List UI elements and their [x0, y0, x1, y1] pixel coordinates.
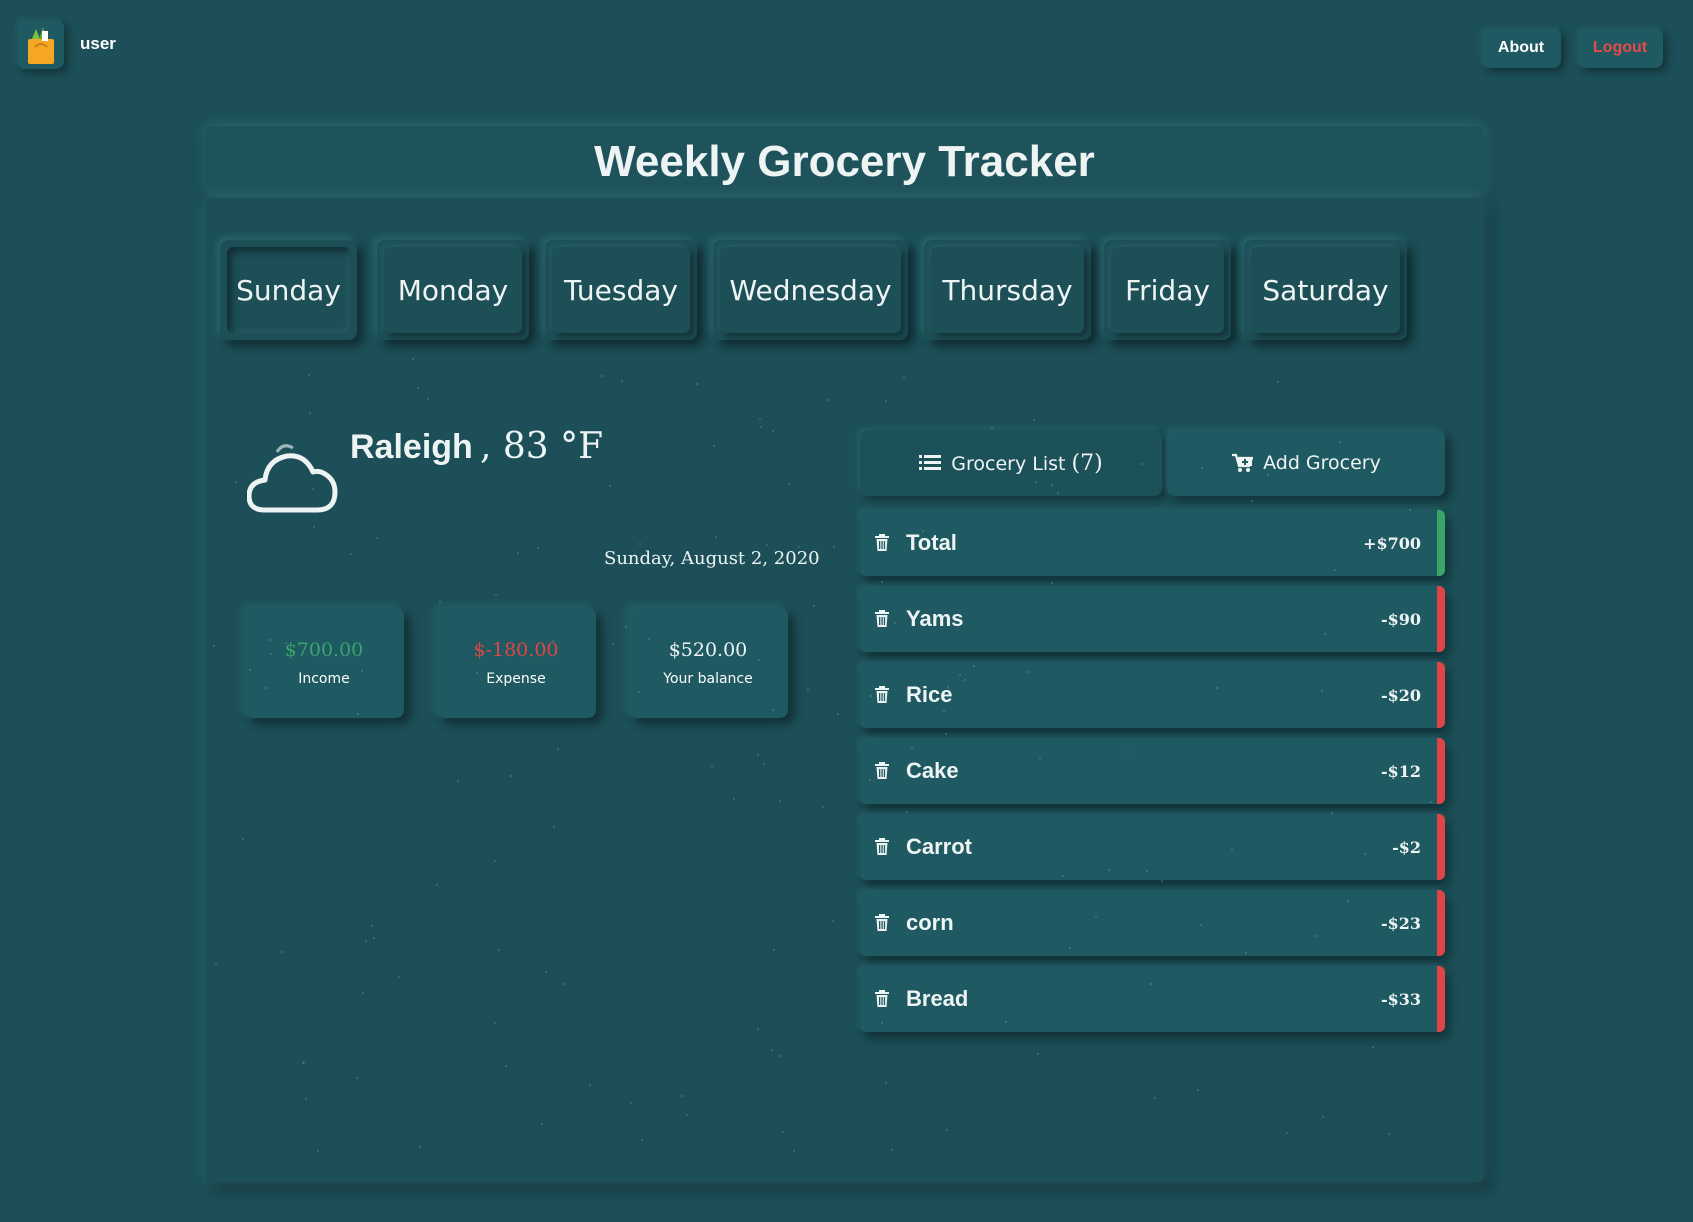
expense-card: $-180.00 Expense — [436, 608, 596, 718]
grocery-row: Bread -$33 — [860, 966, 1445, 1032]
status-accent — [1437, 814, 1445, 880]
grocery-count: (7) — [1071, 450, 1103, 476]
tab-label: Sunday — [227, 247, 350, 333]
grocery-item-amount: -$90 — [1380, 609, 1421, 629]
trash-icon[interactable] — [875, 610, 889, 627]
top-bar: user About Logout — [0, 0, 1693, 92]
trash-icon[interactable] — [875, 762, 889, 779]
page-title: Weekly Grocery Tracker — [594, 136, 1095, 186]
tab-monday[interactable]: Monday — [377, 240, 529, 340]
grocery-item-name: Total — [906, 530, 957, 555]
balance-card: $520.00 Your balance — [628, 608, 788, 718]
grocery-item-amount: -$2 — [1392, 837, 1421, 857]
grocery-row: Total +$700 — [860, 510, 1445, 576]
tab-wednesday[interactable]: Wednesday — [713, 240, 908, 340]
trash-icon[interactable] — [875, 534, 889, 551]
status-accent — [1437, 738, 1445, 804]
grocery-list-label: Grocery List (7) — [951, 451, 1102, 476]
grocery-item-name: corn — [906, 910, 954, 935]
add-grocery-label: Add Grocery — [1263, 452, 1381, 474]
grocery-item-amount: -$33 — [1380, 989, 1421, 1009]
about-button[interactable]: About — [1481, 28, 1561, 68]
tab-label: Monday — [384, 247, 522, 333]
tab-tuesday[interactable]: Tuesday — [545, 240, 697, 340]
tab-add-grocery[interactable]: Add Grocery — [1167, 430, 1445, 496]
grocery-item-name: Rice — [906, 682, 953, 707]
income-label: Income — [298, 671, 350, 687]
status-accent — [1437, 662, 1445, 728]
tab-label: Saturday — [1251, 247, 1400, 333]
trash-icon[interactable] — [875, 838, 889, 855]
weather-temperature: , 83 °F — [480, 426, 604, 467]
logout-button[interactable]: Logout — [1577, 28, 1663, 68]
balance-label: Your balance — [663, 671, 753, 687]
expense-label: Expense — [486, 671, 546, 687]
grocery-item-amount: +$700 — [1363, 533, 1421, 553]
balance-amount: $520.00 — [668, 639, 748, 661]
trash-icon[interactable] — [875, 990, 889, 1007]
tab-grocery-list[interactable]: Grocery List (7) — [860, 430, 1162, 496]
tab-label: Wednesday — [720, 247, 901, 333]
list-icon — [919, 455, 942, 470]
income-card: $700.00 Income — [244, 608, 404, 718]
title-bar: Weekly Grocery Tracker — [205, 126, 1484, 197]
tab-label: Tuesday — [552, 247, 690, 333]
grocery-item-name: Carrot — [906, 834, 973, 859]
status-accent — [1437, 890, 1445, 956]
tab-sunday[interactable]: Sunday — [220, 240, 357, 340]
cart-plus-icon — [1232, 453, 1254, 472]
expense-amount: $-180.00 — [473, 639, 559, 661]
grocery-item-amount: -$23 — [1380, 913, 1421, 933]
app-logo[interactable] — [17, 20, 64, 69]
status-accent — [1437, 586, 1445, 652]
tab-thursday[interactable]: Thursday — [924, 240, 1091, 340]
grocery-bag-icon — [27, 26, 54, 64]
income-amount: $700.00 — [284, 639, 364, 661]
trash-icon[interactable] — [875, 914, 889, 931]
grocery-row: Yams -$90 — [860, 586, 1445, 652]
grocery-item-amount: -$20 — [1380, 685, 1421, 705]
grocery-item-name: Cake — [906, 758, 959, 783]
main-panel: Sunday Monday Tuesday Wednesday Thursday… — [205, 198, 1484, 1182]
tab-label: Friday — [1111, 247, 1224, 333]
grocery-row: Carrot -$2 — [860, 814, 1445, 880]
grocery-item-name: Yams — [906, 606, 964, 631]
grocery-row: Cake -$12 — [860, 738, 1445, 804]
grocery-item-name: Bread — [906, 986, 969, 1011]
tab-saturday[interactable]: Saturday — [1244, 240, 1407, 340]
trash-icon[interactable] — [875, 686, 889, 703]
grocery-row: corn -$23 — [860, 890, 1445, 956]
status-accent — [1437, 510, 1445, 576]
current-date: Sunday, August 2, 2020 — [604, 548, 820, 569]
cloud-icon — [246, 438, 339, 522]
grocery-list-text: Grocery List — [951, 452, 1066, 475]
tab-friday[interactable]: Friday — [1104, 240, 1231, 340]
username: user — [80, 34, 116, 53]
status-accent — [1437, 966, 1445, 1032]
grocery-row: Rice -$20 — [860, 662, 1445, 728]
grocery-item-amount: -$12 — [1380, 761, 1421, 781]
tab-label: Thursday — [931, 247, 1084, 333]
weather-city: Raleigh — [350, 428, 473, 466]
